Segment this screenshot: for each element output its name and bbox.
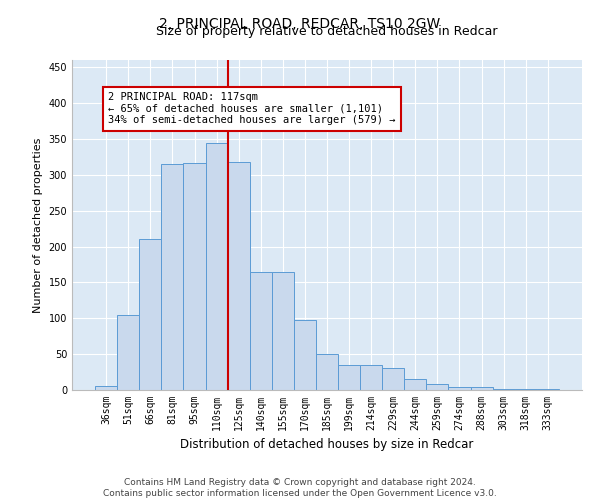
- Bar: [382, 368, 404, 390]
- Bar: [470, 387, 493, 390]
- Bar: [360, 365, 382, 390]
- Bar: [493, 388, 515, 390]
- Title: Size of property relative to detached houses in Redcar: Size of property relative to detached ho…: [156, 25, 498, 38]
- Bar: [139, 240, 161, 390]
- Bar: [448, 387, 470, 390]
- Bar: [95, 386, 117, 390]
- Bar: [338, 365, 360, 390]
- Bar: [117, 314, 139, 390]
- Bar: [161, 164, 184, 390]
- X-axis label: Distribution of detached houses by size in Redcar: Distribution of detached houses by size …: [181, 438, 473, 452]
- Bar: [206, 142, 227, 390]
- Bar: [250, 272, 272, 390]
- Bar: [294, 320, 316, 390]
- Bar: [184, 162, 206, 390]
- Bar: [272, 272, 294, 390]
- Bar: [227, 162, 250, 390]
- Text: 2, PRINCIPAL ROAD, REDCAR, TS10 2GW: 2, PRINCIPAL ROAD, REDCAR, TS10 2GW: [160, 18, 440, 32]
- Text: Contains HM Land Registry data © Crown copyright and database right 2024.
Contai: Contains HM Land Registry data © Crown c…: [103, 478, 497, 498]
- Y-axis label: Number of detached properties: Number of detached properties: [33, 138, 43, 312]
- Text: 2 PRINCIPAL ROAD: 117sqm
← 65% of detached houses are smaller (1,101)
34% of sem: 2 PRINCIPAL ROAD: 117sqm ← 65% of detach…: [108, 92, 395, 126]
- Bar: [404, 379, 427, 390]
- Bar: [427, 384, 448, 390]
- Bar: [316, 354, 338, 390]
